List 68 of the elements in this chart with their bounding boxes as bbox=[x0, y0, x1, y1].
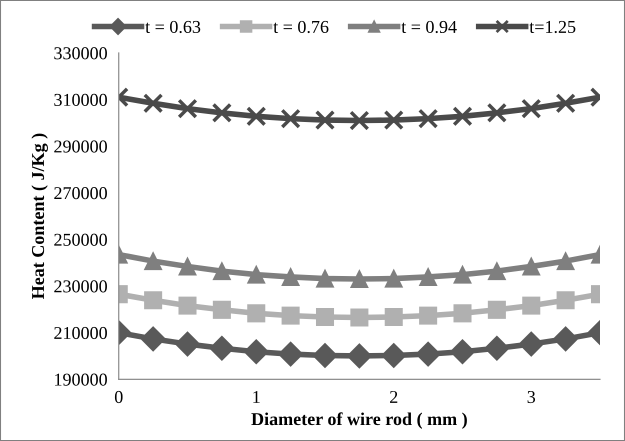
point bbox=[349, 110, 370, 131]
point bbox=[453, 304, 472, 322]
y-axis-title: Heat Content ( J/Kg ) bbox=[31, 134, 48, 300]
x-axis-title: Diameter of wire rod ( mm ) bbox=[251, 412, 467, 429]
point bbox=[488, 300, 506, 319]
point bbox=[247, 266, 266, 284]
legend-label: t = 0.63 bbox=[145, 20, 200, 34]
point bbox=[556, 93, 576, 114]
point bbox=[419, 306, 438, 325]
point bbox=[384, 110, 404, 130]
legend-label: t = 0.94 bbox=[401, 20, 457, 34]
y-tick-label: 230000 bbox=[54, 280, 107, 292]
point bbox=[384, 308, 403, 326]
point bbox=[312, 343, 338, 368]
point bbox=[488, 262, 506, 280]
point bbox=[280, 108, 301, 129]
point bbox=[350, 270, 368, 288]
point bbox=[384, 270, 403, 288]
y-tick-label: 310000 bbox=[54, 94, 107, 106]
point bbox=[316, 308, 334, 326]
point bbox=[144, 252, 162, 270]
point bbox=[416, 342, 441, 367]
point bbox=[178, 296, 197, 315]
point bbox=[178, 257, 197, 276]
y-tick-label: 210000 bbox=[54, 326, 107, 340]
x-tick-label: 1 bbox=[253, 390, 260, 403]
point bbox=[314, 110, 336, 130]
point bbox=[247, 304, 266, 322]
point bbox=[212, 102, 232, 123]
x-tick-label: 2 bbox=[390, 390, 398, 403]
point bbox=[556, 252, 575, 270]
legend-label: t=1.25 bbox=[529, 20, 576, 34]
point bbox=[556, 291, 575, 310]
point bbox=[177, 98, 198, 119]
point bbox=[212, 262, 231, 280]
point bbox=[418, 108, 438, 129]
legend-label: t = 0.76 bbox=[273, 20, 328, 34]
point bbox=[246, 106, 266, 126]
x-tick-label: 0 bbox=[114, 390, 123, 404]
point bbox=[486, 102, 507, 123]
point bbox=[453, 266, 472, 284]
point bbox=[450, 339, 475, 364]
y-tick-label: 250000 bbox=[54, 234, 107, 246]
y-tick-label: 270000 bbox=[54, 187, 107, 200]
point bbox=[140, 326, 166, 352]
point bbox=[316, 270, 334, 288]
y-tick-label: 190000 bbox=[55, 374, 107, 386]
point bbox=[143, 93, 164, 114]
point bbox=[553, 326, 578, 352]
point bbox=[278, 342, 304, 367]
point bbox=[144, 291, 162, 310]
point bbox=[518, 332, 544, 357]
point bbox=[175, 332, 200, 357]
x-tick-label: 3 bbox=[528, 390, 536, 404]
point bbox=[282, 306, 300, 325]
point bbox=[282, 268, 300, 286]
point bbox=[522, 296, 540, 315]
point bbox=[419, 268, 438, 286]
point bbox=[522, 257, 540, 276]
y-tick-label: 330000 bbox=[54, 47, 107, 60]
point bbox=[452, 106, 473, 126]
point bbox=[484, 336, 510, 361]
point bbox=[521, 98, 542, 119]
point bbox=[212, 300, 231, 319]
point bbox=[209, 336, 234, 361]
y-tick-label: 290000 bbox=[54, 140, 107, 153]
point bbox=[244, 339, 269, 364]
point bbox=[350, 308, 368, 327]
